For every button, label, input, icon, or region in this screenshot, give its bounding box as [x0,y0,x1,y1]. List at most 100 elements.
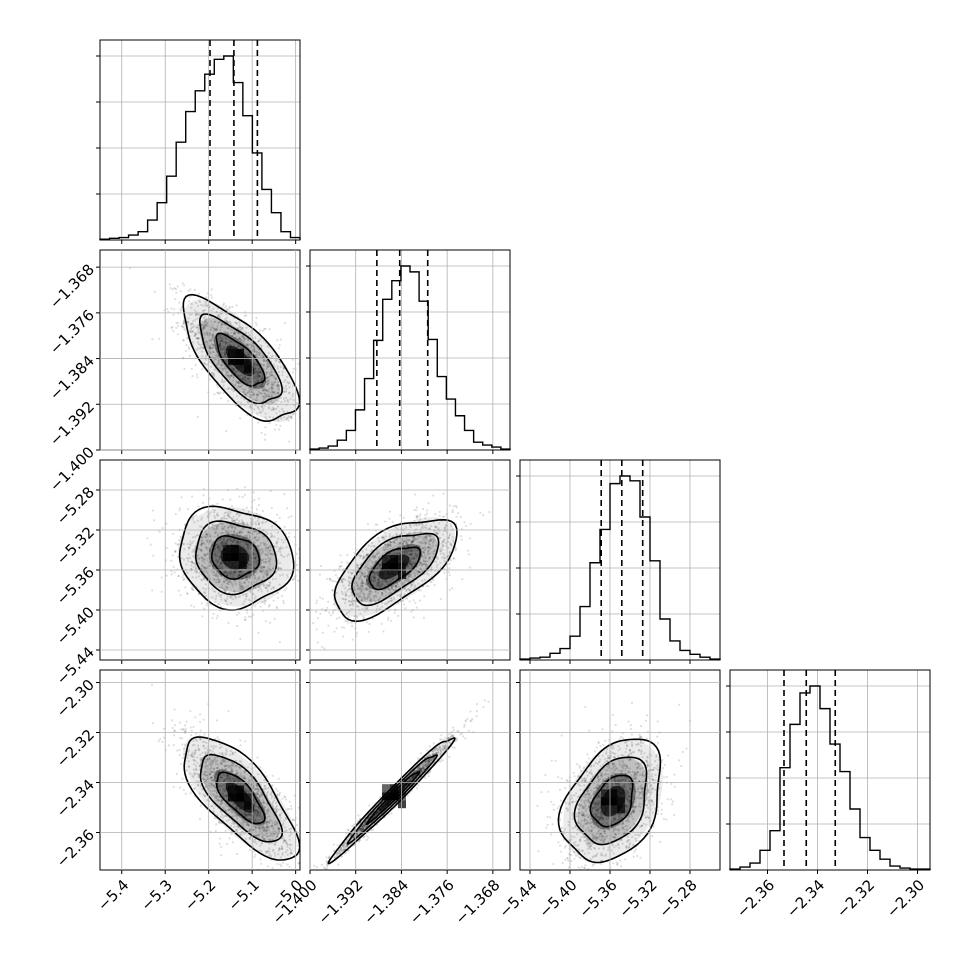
sample-point [425,512,429,515]
sample-point [407,565,410,568]
sample-point [428,557,431,560]
sample-point [432,537,435,541]
sample-point [192,554,195,558]
sample-point [201,350,204,353]
sample-point [182,578,185,582]
sample-point [254,380,257,383]
sample-point [379,564,382,567]
sample-point [371,562,374,565]
sample-point [253,541,256,544]
sample-point [242,587,245,590]
sample-point [387,544,390,548]
sample-point [373,545,376,548]
sample-point [244,330,247,333]
sample-point [170,559,173,562]
sample-point [225,511,228,514]
sample-point [229,538,233,542]
sample-point [361,550,364,553]
sample-point [183,284,186,287]
sample-point [222,355,225,358]
sample-point [232,368,236,371]
sample-point [408,575,411,578]
sample-point [410,563,413,566]
sample-point [171,554,174,557]
sample-point [240,540,243,543]
sample-point [281,370,284,374]
sample-point [413,584,416,587]
sample-point [351,625,354,628]
sample-point [262,389,265,392]
sample-point [359,612,362,616]
hist-panel-2 [516,459,721,664]
sample-point [225,360,228,364]
sample-point [128,267,132,270]
sample-point [189,329,192,332]
sample-point [374,594,378,597]
sample-point [249,575,252,578]
sample-point [220,339,223,342]
sample-point [274,359,277,363]
sample-point [174,298,177,301]
sample-point [242,523,245,526]
sample-point [429,539,432,543]
sample-point [210,346,213,349]
sample-point [219,328,222,332]
sample-point [183,542,186,546]
sample-point [243,536,246,539]
sample-point [297,362,300,365]
sample-point [214,531,217,534]
sample-point [226,536,229,539]
sample-point [244,575,247,578]
sample-point [405,549,408,552]
sample-point [410,552,413,555]
sample-point [316,617,320,620]
sample-point [291,371,294,374]
sample-point [234,570,237,573]
sample-point [238,332,241,335]
sample-point [212,340,215,343]
sample-point [198,300,202,303]
sample-point [268,415,271,419]
sample-point [248,576,251,580]
sample-point [236,327,239,330]
sample-point [388,588,391,591]
sample-point [390,580,393,583]
sample-point [200,539,203,542]
sample-point [196,337,199,340]
sample-point [366,522,370,526]
sample-point [378,579,381,582]
sample-point [376,523,379,526]
sample-point [424,536,427,539]
sample-point [228,570,231,573]
sample-point [421,579,424,582]
sample-point [451,587,454,590]
sample-point [273,407,276,410]
sample-point [361,585,364,588]
sample-point [172,565,175,569]
sample-point [193,547,197,550]
sample-point [224,348,227,351]
sample-point [220,541,224,545]
sample-point [201,615,204,618]
sample-point [267,388,270,391]
sample-point [331,589,334,592]
sample-point [259,370,262,373]
sample-point [367,588,370,591]
sample-point [264,552,267,556]
sample-point [254,538,257,541]
sample-point [224,341,227,344]
sample-point [373,572,376,575]
sample-point [219,549,222,553]
sample-point [255,374,258,377]
sample-point [182,338,185,341]
sample-point [351,602,354,605]
sample-point [276,339,279,342]
sample-point [279,365,282,369]
sample-point [395,584,398,588]
contour-line [368,546,422,591]
sample-point [262,388,265,391]
sample-point [227,333,230,336]
sample-point [372,580,375,583]
sample-point [421,540,424,543]
sample-point [165,522,168,525]
